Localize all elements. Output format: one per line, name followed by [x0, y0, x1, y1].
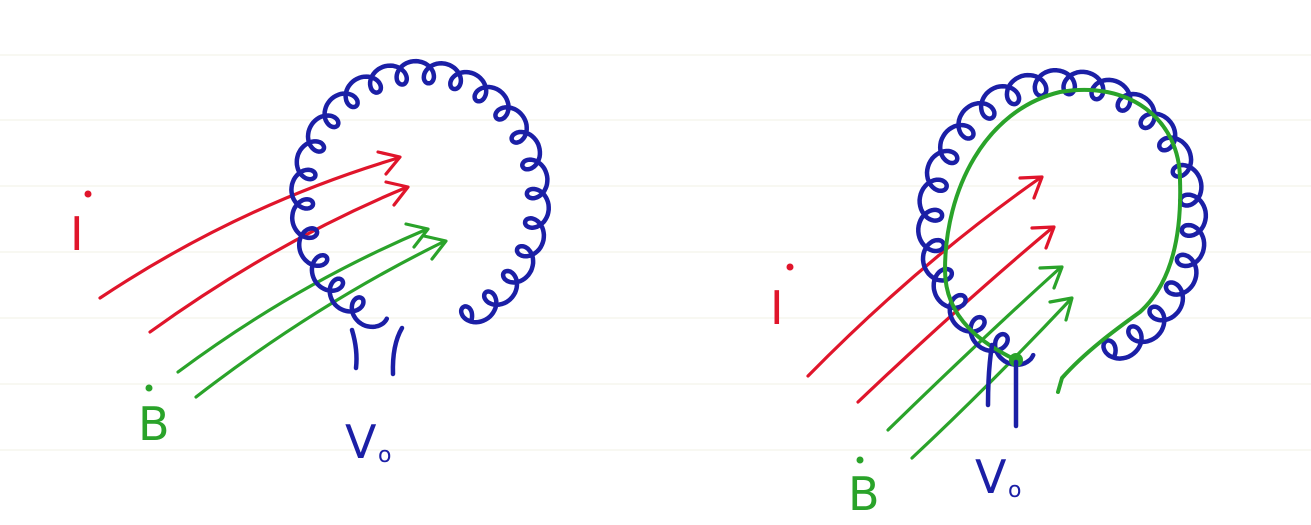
left-current-arrows: [98, 150, 410, 334]
left-field-arrowhead-2: [422, 234, 448, 261]
right-diagram: I B V o: [770, 67, 1209, 521]
left-lead-1: [349, 327, 359, 371]
right-field-arrow-2: [910, 298, 1072, 460]
right-field-arrow-2-head: [1048, 296, 1074, 322]
left-current-dot: [84, 190, 92, 198]
right-field-arrows: [886, 265, 1074, 460]
right-current-arrow-2: [856, 226, 1054, 404]
right-field-dot: [856, 456, 864, 464]
left-field-dot: [145, 384, 153, 392]
left-diagram: I B V o: [70, 58, 551, 469]
right-field-label: B: [848, 456, 880, 521]
left-field-arrowhead-1: [404, 222, 430, 249]
left-voltage-label: V o: [345, 415, 391, 469]
left-lead-2: [390, 325, 405, 377]
right-coil-loop: [916, 67, 1209, 367]
coil-winding: [916, 67, 1209, 367]
right-voltage-symbol: V: [975, 450, 1007, 504]
left-current-arrow-2: [148, 186, 407, 334]
coil-winding: [289, 58, 551, 330]
right-current-symbol: I: [770, 281, 784, 335]
right-current-arrow-1: [806, 176, 1042, 378]
right-field-symbol: B: [848, 467, 880, 521]
right-field-arrow-1: [886, 266, 1062, 432]
right-current-arrowhead-2: [1030, 225, 1056, 250]
left-current-arrowhead-2: [384, 180, 410, 207]
left-field-arrows: [176, 222, 448, 399]
left-current-arrow-1: [98, 156, 400, 300]
left-field-symbol: B: [138, 397, 170, 451]
right-lead-1: [985, 342, 995, 408]
left-current-symbol: I: [70, 207, 84, 261]
right-enclosed-contour: [943, 87, 1183, 394]
left-voltage-symbol: V: [345, 415, 377, 469]
left-voltage-subscript: o: [378, 443, 391, 468]
left-current-label: I: [70, 190, 92, 261]
right-current-label: I: [770, 263, 794, 335]
left-current-arrowhead-1: [376, 150, 402, 176]
right-voltage-label: V o: [975, 450, 1021, 504]
left-field-label: B: [138, 384, 170, 451]
right-current-dot: [786, 263, 794, 271]
right-voltage-subscript: o: [1008, 478, 1021, 503]
left-field-arrow-1: [176, 228, 427, 374]
notebook-ruling: [0, 54, 1311, 451]
left-field-arrow-2: [194, 240, 445, 399]
left-coil-loop: [289, 58, 551, 330]
right-current-arrowhead-1: [1018, 175, 1044, 200]
right-field-arrow-1-head: [1038, 265, 1064, 290]
